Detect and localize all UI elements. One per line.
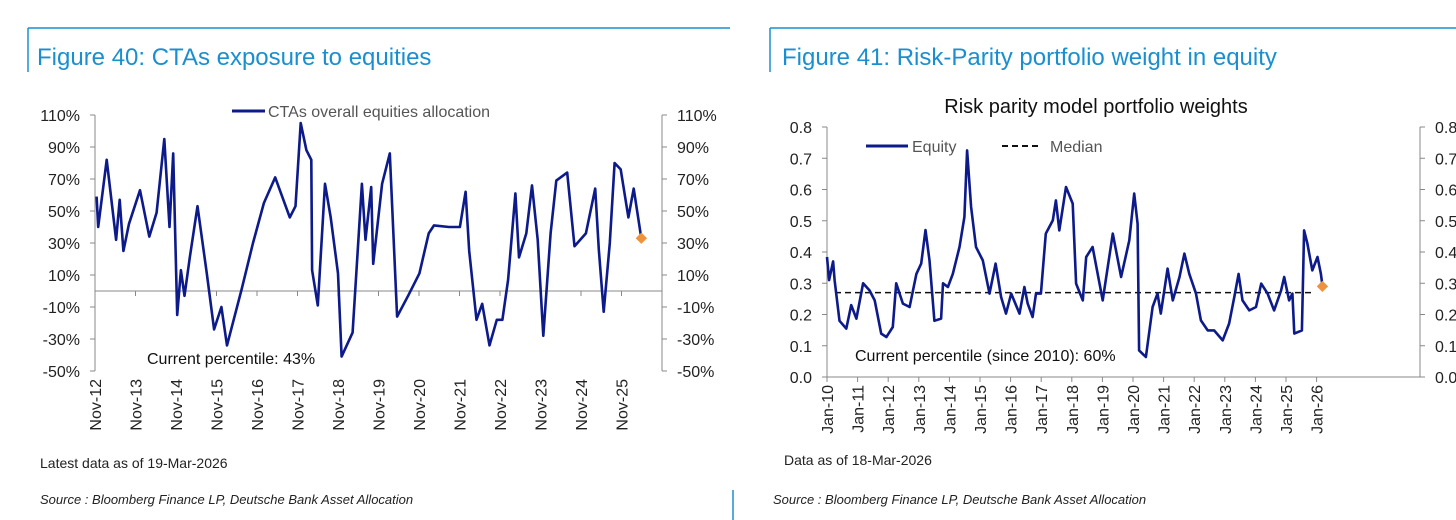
- x-tick-label: Jan-19: [1095, 385, 1112, 434]
- x-tick-label: Nov-21: [453, 379, 470, 431]
- y-tick-label-right: 0.3: [1435, 276, 1456, 293]
- x-tick-label: Nov-17: [291, 379, 308, 431]
- x-tick-label: Jan-22: [1187, 385, 1204, 434]
- legend-label-median: Median: [1050, 139, 1102, 156]
- y-tick-label-right: 0.6: [1435, 183, 1456, 200]
- y-tick-label-right: 110%: [677, 108, 717, 125]
- x-tick-label: Jan-17: [1034, 385, 1051, 434]
- x-tick-label: Nov-25: [615, 379, 632, 431]
- y-tick-label-left: -10%: [43, 300, 80, 317]
- x-tick-label: Jan-13: [912, 385, 929, 434]
- y-tick-label-right: -10%: [677, 300, 714, 317]
- x-tick-label: Jan-12: [881, 385, 898, 434]
- legend-label-equity: Equity: [912, 139, 956, 156]
- y-tick-label-left: 0.1: [790, 339, 812, 356]
- y-tick-label-right: 0.1: [1435, 339, 1456, 356]
- rp-footnote: Data as of 18-Mar-2026: [784, 452, 932, 468]
- x-tick-label: Jan-16: [1004, 385, 1021, 434]
- percentile-annotation: Current percentile (since 2010): 60%: [855, 348, 1116, 365]
- figure-40-title: Figure 40: CTAs exposure to equities: [37, 44, 431, 71]
- y-tick-label-right: 0.7: [1435, 151, 1456, 168]
- legend-label-cta: CTAs overall equities allocation: [268, 104, 490, 121]
- cta-chart: Nov-25 Nov-24 Nov-23 Nov-22 Nov-21 Nov-20 Nov-…: [40, 104, 716, 431]
- x-tick-label: Jan-15: [973, 385, 990, 434]
- y-tick-label-left: 0.8: [790, 120, 812, 137]
- series-line-equity: [825, 149, 1324, 359]
- y-tick-label-left: 0.0: [790, 370, 812, 387]
- x-tick-label: Nov-13: [129, 379, 146, 431]
- y-tick-label-right: 10%: [677, 268, 709, 285]
- y-tick-label-left: 0.6: [790, 183, 812, 200]
- y-tick-label-left: 110%: [40, 108, 80, 125]
- x-tick-label: Jan-23: [1218, 385, 1235, 434]
- y-tick-label-left: 0.2: [790, 308, 812, 325]
- y-tick-label-left: 0.4: [790, 245, 812, 262]
- y-tick-label-right: 30%: [677, 236, 709, 253]
- y-tick-label-right: 50%: [677, 204, 709, 221]
- risk-parity-chart: Jan-26 Jan-25 Jan-24 Jan-23 Jan-22 Jan-21 Jan-…: [790, 96, 1456, 434]
- x-tick-label: Nov-20: [412, 379, 429, 431]
- y-tick-label-right: 70%: [677, 172, 709, 189]
- y-tick-label-right: 0.2: [1435, 308, 1456, 325]
- latest-point-marker: [635, 232, 648, 244]
- x-tick-label: Jan-24: [1248, 385, 1265, 434]
- latest-point-marker: [1316, 280, 1329, 293]
- y-tick-label-right: 0.8: [1435, 120, 1456, 137]
- x-tick-label: Jan-21: [1157, 385, 1174, 434]
- y-tick-label-right: 0.4: [1435, 245, 1456, 262]
- x-tick-label: Nov-22: [493, 379, 510, 431]
- y-tick-label-left: 90%: [48, 140, 80, 157]
- y-tick-label-left: 50%: [48, 204, 80, 221]
- x-tick-label: Jan-11: [851, 385, 868, 433]
- x-tick-label: Nov-15: [210, 379, 227, 431]
- y-tick-label-right: -50%: [677, 364, 714, 381]
- x-tick-label: Jan-18: [1065, 385, 1082, 434]
- x-tick-label: Nov-12: [88, 379, 105, 431]
- y-tick-label-left: 0.5: [790, 214, 812, 231]
- y-tick-label-left: 0.7: [790, 151, 812, 168]
- cta-source: Source : Bloomberg Finance LP, Deutsche …: [40, 492, 413, 507]
- percentile-annotation: Current percentile: 43%: [147, 351, 315, 368]
- x-tick-label: Nov-24: [574, 379, 591, 431]
- series-line-ctas-overall-equities-allocation: [95, 121, 643, 358]
- y-tick-label-left: 0.3: [790, 276, 812, 293]
- x-tick-label: Jan-10: [820, 385, 837, 434]
- x-tick-label: Nov-19: [372, 379, 389, 431]
- y-tick-label-left: 30%: [48, 236, 80, 253]
- x-tick-label: Nov-16: [250, 379, 267, 431]
- x-tick-label: Jan-25: [1279, 385, 1296, 434]
- x-tick-label: Nov-23: [534, 379, 551, 431]
- y-tick-label-right: 0.5: [1435, 214, 1456, 231]
- y-tick-label-right: 90%: [677, 140, 709, 157]
- x-tick-label: Jan-26: [1310, 385, 1327, 434]
- y-tick-label-right: 0.0: [1435, 370, 1456, 387]
- rp-source: Source : Bloomberg Finance LP, Deutsche …: [773, 492, 1146, 507]
- y-tick-label-left: 10%: [48, 268, 80, 285]
- y-tick-label-left: -30%: [43, 332, 80, 349]
- x-tick-label: Jan-14: [942, 385, 959, 434]
- x-tick-label: Jan-20: [1126, 385, 1143, 434]
- y-tick-label-left: -50%: [43, 364, 80, 381]
- chart-title: Risk parity model portfolio weights: [944, 96, 1247, 118]
- y-tick-label-left: 70%: [48, 172, 80, 189]
- x-tick-label: Nov-18: [331, 379, 348, 431]
- y-tick-label-right: -30%: [677, 332, 714, 349]
- figure-41-title: Figure 41: Risk-Parity portfolio weight …: [782, 44, 1277, 71]
- cta-footnote: Latest data as of 19-Mar-2026: [40, 455, 228, 471]
- x-tick-label: Nov-14: [169, 379, 186, 431]
